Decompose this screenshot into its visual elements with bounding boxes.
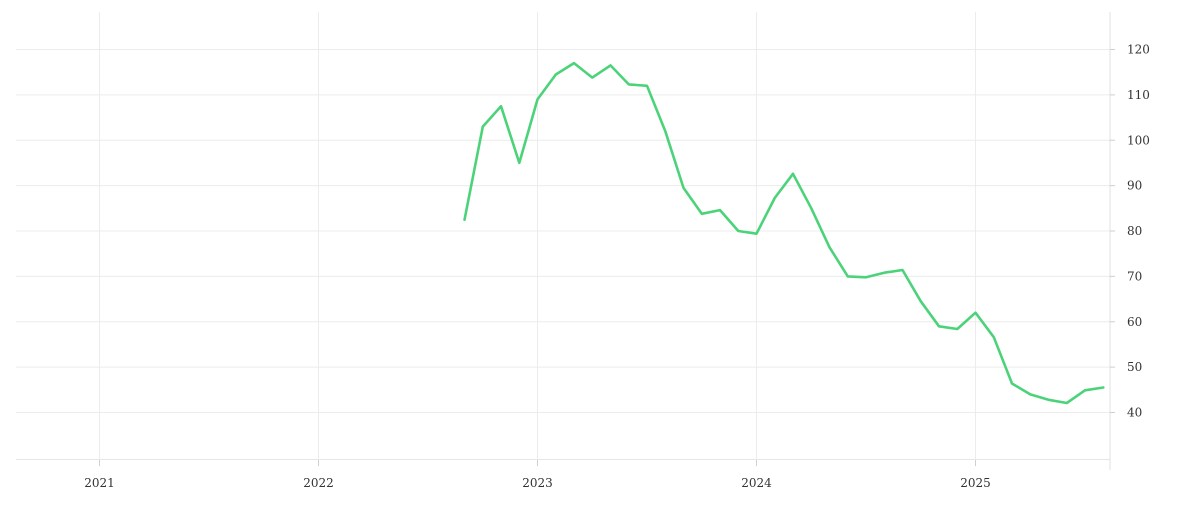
data-point-2022-12 xyxy=(516,160,522,166)
data-point-2023-06 xyxy=(626,81,632,87)
y-tick-label-90: 90 xyxy=(1127,179,1142,193)
data-point-2024-07 xyxy=(863,274,869,280)
data-point-2023-07 xyxy=(644,83,650,89)
data-point-2025-02 xyxy=(991,334,997,340)
y-tick-label-100: 100 xyxy=(1127,133,1150,147)
y-tick-label-60: 60 xyxy=(1127,315,1142,329)
y-tick-label-50: 50 xyxy=(1127,360,1142,374)
data-point-2022-10 xyxy=(480,124,486,130)
data-point-2023-12 xyxy=(735,228,741,234)
data-point-2024-06 xyxy=(845,273,851,279)
grid xyxy=(16,12,1110,460)
x-tick-label-2023: 2023 xyxy=(522,476,553,490)
series xyxy=(462,60,1106,406)
data-point-2024-04 xyxy=(808,205,814,211)
data-point-2025-01 xyxy=(973,310,979,316)
data-point-2024-11 xyxy=(936,323,942,329)
data-point-2025-06 xyxy=(1064,400,1070,406)
data-point-2024-02 xyxy=(772,195,778,201)
data-point-2025-07 xyxy=(1082,387,1088,393)
data-point-2024-08 xyxy=(881,270,887,276)
data-point-2022-11 xyxy=(498,103,504,109)
data-point-2023-02 xyxy=(553,72,559,78)
data-point-2023-09 xyxy=(681,185,687,191)
y-tick-label-80: 80 xyxy=(1127,224,1142,238)
data-point-2023-10 xyxy=(699,211,705,217)
data-point-2024-01 xyxy=(754,231,760,237)
data-point-2023-08 xyxy=(662,128,668,134)
y-tick-label-110: 110 xyxy=(1127,88,1150,102)
x-axis-ticks: 2021 2022 2023 2024 2025 xyxy=(84,460,991,490)
data-point-2022-09 xyxy=(462,217,468,223)
data-point-2025-04 xyxy=(1027,391,1033,397)
data-point-2025-05 xyxy=(1046,397,1052,403)
x-tick-label-2021: 2021 xyxy=(84,476,115,490)
data-point-2023-01 xyxy=(535,96,541,102)
data-point-2024-09 xyxy=(900,267,906,273)
data-point-2023-11 xyxy=(717,207,723,213)
y-tick-label-40: 40 xyxy=(1127,406,1142,420)
x-tick-label-2022: 2022 xyxy=(303,476,334,490)
data-point-2023-03 xyxy=(571,60,577,66)
series-line-0 xyxy=(463,61,1105,405)
x-tick-label-2024: 2024 xyxy=(741,476,772,490)
data-point-2023-05 xyxy=(608,62,614,68)
y-tick-label-120: 120 xyxy=(1127,43,1150,57)
y-tick-label-70: 70 xyxy=(1127,269,1142,283)
data-point-2024-05 xyxy=(827,244,833,250)
data-point-2023-04 xyxy=(589,75,595,81)
data-point-2025-03 xyxy=(1009,381,1015,387)
data-point-2025-08 xyxy=(1100,385,1106,391)
y-axis-ticks: 40 50 60 70 80 90 100 110 120 xyxy=(1110,43,1150,420)
data-point-2024-12 xyxy=(954,326,960,332)
data-point-2024-10 xyxy=(918,298,924,304)
x-tick-label-2025: 2025 xyxy=(960,476,991,490)
data-point-2024-03 xyxy=(790,171,796,177)
